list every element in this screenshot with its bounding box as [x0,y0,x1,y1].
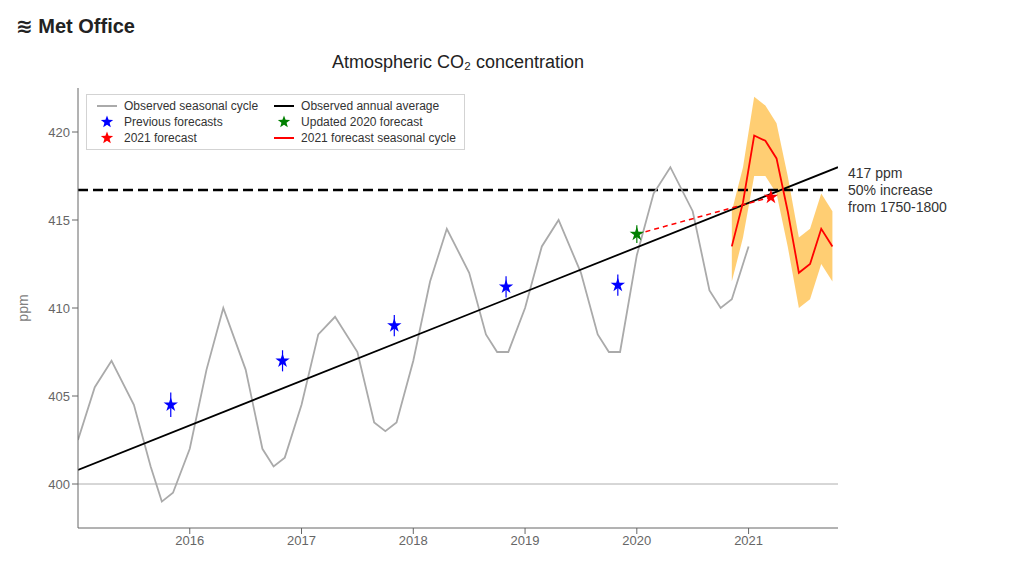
svg-text:2020: 2020 [622,533,651,548]
html-text:2021 forecast seasonal cycle: 2021 forecast seasonal cycle [301,131,456,145]
svg-text:ppm: ppm [15,294,31,321]
html-text:Atmospheric CO₂ concentration: Atmospheric CO₂ concentration [331,52,584,72]
svg-text:415: 415 [48,213,70,228]
svg-text:2019: 2019 [511,533,540,548]
svg-text:2017: 2017 [287,533,316,548]
html-text:Observed seasonal cycle: Observed seasonal cycle [124,99,259,113]
svg-text:400: 400 [48,477,70,492]
svg-text:417 ppm50% increasefrom 1750-1: 417 ppm50% increasefrom 1750-1800 [848,165,947,215]
html-text:≋ Met Office: ≋ Met Office [16,15,135,37]
svg-text:405: 405 [48,389,70,404]
html-text:Updated 2020 forecast: Updated 2020 forecast [301,115,423,129]
html-text:2021 forecast: 2021 forecast [124,131,197,145]
svg-text:2021: 2021 [734,533,763,548]
svg-text:420: 420 [48,125,70,140]
html-text:Previous forecasts: Previous forecasts [124,115,223,129]
svg-text:410: 410 [48,301,70,316]
html-text:Observed annual average: Observed annual average [301,99,440,113]
svg-text:2016: 2016 [175,533,204,548]
svg-text:2018: 2018 [399,533,428,548]
